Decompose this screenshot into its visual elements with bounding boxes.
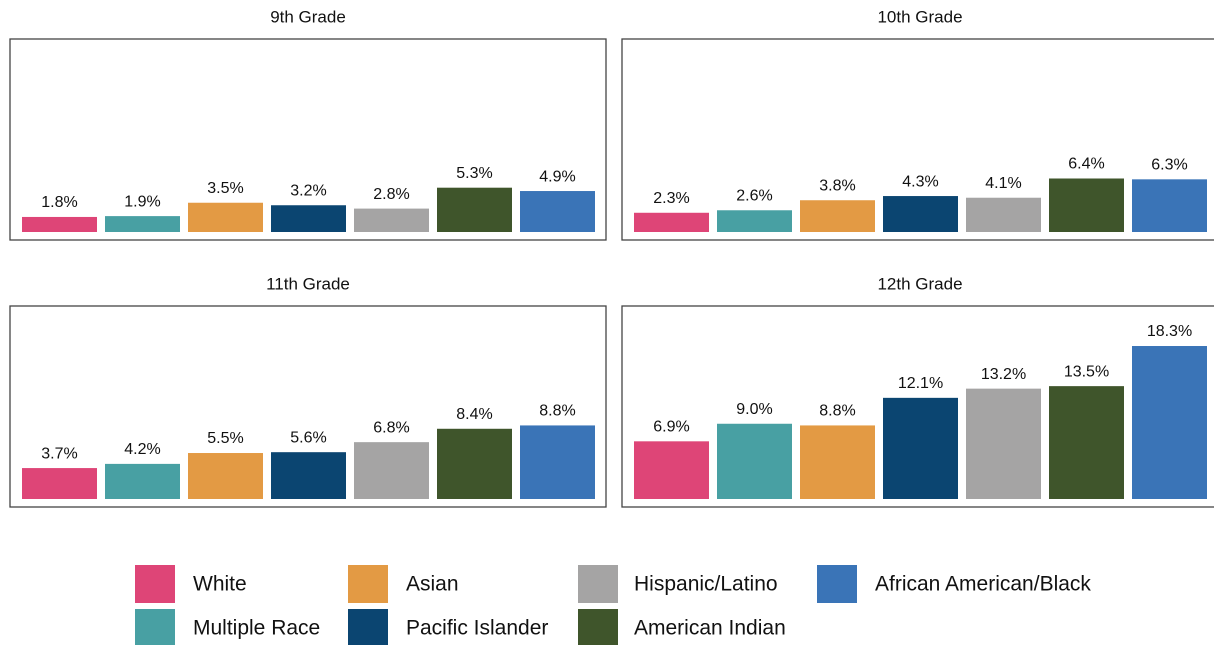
bar bbox=[717, 423, 792, 499]
value-label: 6.4% bbox=[1068, 156, 1104, 173]
bar bbox=[520, 191, 595, 232]
value-label: 4.3% bbox=[902, 173, 938, 190]
value-label: 2.6% bbox=[736, 187, 772, 204]
legend-label: White bbox=[193, 573, 247, 596]
bar bbox=[354, 442, 429, 499]
value-label: 6.3% bbox=[1151, 157, 1187, 174]
panel-frame bbox=[621, 305, 1214, 508]
value-label: 4.9% bbox=[539, 168, 575, 185]
bar bbox=[22, 468, 97, 499]
bar bbox=[1049, 386, 1124, 499]
value-label: 1.8% bbox=[41, 194, 77, 211]
bar bbox=[634, 212, 709, 232]
bar bbox=[800, 200, 875, 232]
value-label: 13.5% bbox=[1064, 363, 1109, 380]
panel-frame bbox=[9, 38, 607, 241]
value-label: 5.3% bbox=[456, 165, 492, 182]
value-label: 2.8% bbox=[373, 186, 409, 203]
bar bbox=[271, 452, 346, 499]
value-label: 3.8% bbox=[819, 177, 855, 194]
bar bbox=[105, 463, 180, 499]
panel-title: 11th Grade bbox=[266, 274, 350, 293]
panel-frame bbox=[621, 38, 1214, 241]
value-label: 8.4% bbox=[456, 406, 492, 423]
bar bbox=[883, 397, 958, 499]
bar bbox=[437, 187, 512, 232]
legend-swatch bbox=[348, 565, 388, 603]
value-label: 12.1% bbox=[898, 375, 943, 392]
value-label: 3.2% bbox=[290, 182, 326, 199]
bar bbox=[966, 197, 1041, 232]
value-label: 9.0% bbox=[736, 401, 772, 418]
bar bbox=[800, 425, 875, 499]
value-label: 2.3% bbox=[653, 190, 689, 207]
value-label: 8.8% bbox=[539, 403, 575, 420]
legend-swatch bbox=[135, 609, 175, 645]
bar bbox=[520, 425, 595, 499]
bar bbox=[1132, 346, 1207, 499]
value-label: 18.3% bbox=[1147, 323, 1192, 340]
legend-swatch bbox=[135, 565, 175, 603]
bar bbox=[717, 210, 792, 232]
bar bbox=[1132, 179, 1207, 232]
panel-frame bbox=[9, 305, 607, 508]
bar bbox=[188, 202, 263, 232]
bar bbox=[271, 205, 346, 232]
bar bbox=[22, 216, 97, 232]
panel-title: 10th Grade bbox=[877, 7, 962, 26]
bar bbox=[437, 428, 512, 499]
legend-swatch bbox=[348, 609, 388, 645]
legend-label: African American/Black bbox=[875, 573, 1091, 596]
value-label: 4.2% bbox=[124, 441, 160, 458]
legend-label: American Indian bbox=[634, 617, 786, 640]
value-label: 5.6% bbox=[290, 429, 326, 446]
value-label: 3.5% bbox=[207, 180, 243, 197]
bar bbox=[105, 216, 180, 232]
panel-title: 12th Grade bbox=[877, 274, 962, 293]
bar bbox=[634, 441, 709, 499]
bar bbox=[1049, 178, 1124, 232]
value-label: 6.9% bbox=[653, 419, 689, 436]
value-label: 5.5% bbox=[207, 430, 243, 447]
legend-swatch bbox=[817, 565, 857, 603]
legend-swatch bbox=[578, 609, 618, 645]
bar bbox=[966, 388, 1041, 499]
bar bbox=[188, 453, 263, 499]
legend-label: Asian bbox=[406, 573, 459, 596]
panel-title: 9th Grade bbox=[270, 7, 346, 26]
value-label: 1.9% bbox=[124, 193, 160, 210]
value-label: 3.7% bbox=[41, 445, 77, 462]
bar bbox=[883, 196, 958, 232]
legend-swatch bbox=[578, 565, 618, 603]
value-label: 6.8% bbox=[373, 419, 409, 436]
legend-label: Hispanic/Latino bbox=[634, 573, 778, 596]
value-label: 4.1% bbox=[985, 175, 1021, 192]
value-label: 13.2% bbox=[981, 366, 1026, 383]
bar bbox=[354, 208, 429, 232]
legend-label: Multiple Race bbox=[193, 617, 320, 640]
legend-label: Pacific Islander bbox=[406, 617, 548, 640]
value-label: 8.8% bbox=[819, 403, 855, 420]
